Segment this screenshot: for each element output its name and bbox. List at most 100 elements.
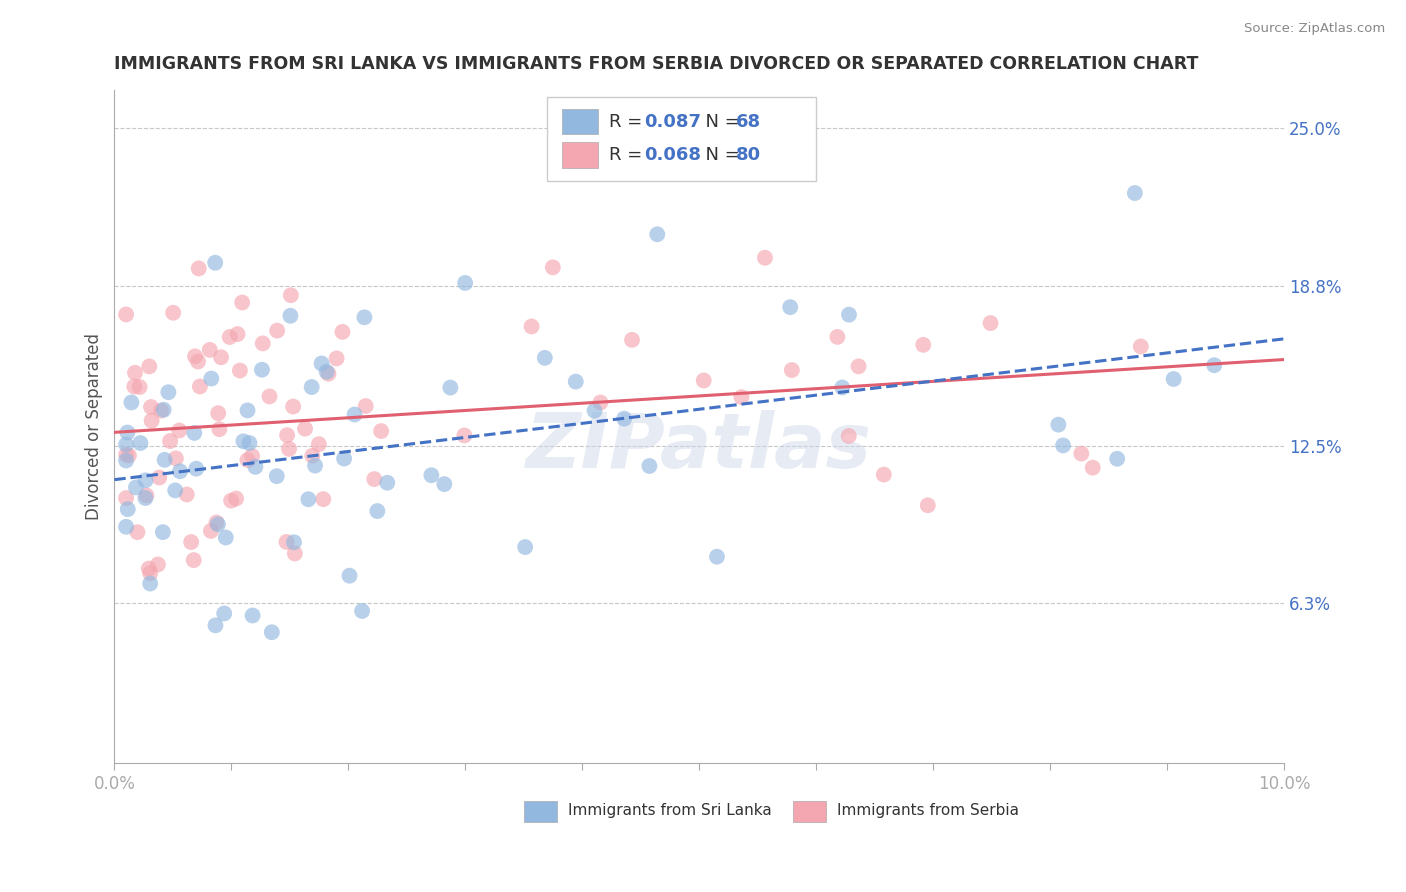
Point [229,363,252,377]
Point [250,362,273,376]
Point [613,411,636,425]
Point [125,480,148,494]
Point [278,442,301,456]
Point [153,453,176,467]
Point [138,561,160,575]
Point [301,380,323,394]
Point [225,491,247,506]
Point [1070,447,1092,461]
Point [159,434,181,448]
Point [127,525,149,540]
Point [912,338,935,352]
Point [645,227,668,242]
Point [231,295,253,310]
Point [693,374,716,388]
Point [141,414,163,428]
Point [565,375,588,389]
Point [188,379,211,393]
Point [219,493,242,508]
Point [779,300,801,314]
Point [157,385,180,400]
Point [184,350,207,364]
Point [208,422,231,436]
Point [454,276,477,290]
Point [165,483,187,498]
Point [297,492,319,507]
Point [339,568,361,582]
Point [370,424,392,438]
Point [283,400,305,414]
Point [534,351,557,365]
Point [838,308,860,322]
Point [315,365,337,379]
Point [139,576,162,591]
Point [187,261,209,276]
Point [236,403,259,417]
Point [169,424,191,438]
Point [169,464,191,478]
Point [252,336,274,351]
Point [980,316,1002,330]
Point [831,380,853,394]
Point [706,549,728,564]
Point [115,448,138,462]
Point [827,330,849,344]
Point [187,354,209,368]
Point [280,288,302,302]
Point [148,470,170,484]
Point [135,488,157,502]
Point [183,553,205,567]
Point [541,260,564,275]
Point [183,425,205,440]
Text: Immigrants from Serbia: Immigrants from Serbia [838,803,1019,818]
Point [115,308,138,322]
Point [226,327,249,342]
Point [1129,339,1152,353]
Point [128,380,150,394]
Point [180,535,202,549]
Point [135,473,157,487]
Point [1123,186,1146,200]
Point [260,625,283,640]
Point [311,356,333,370]
Text: ZIPatlas: ZIPatlas [526,409,872,483]
Point [152,525,174,540]
Point [120,395,142,409]
Point [124,379,146,393]
Point [242,608,264,623]
Point [118,449,141,463]
Point [200,524,222,538]
Point [343,408,366,422]
Point [162,306,184,320]
FancyBboxPatch shape [562,109,598,135]
Point [332,325,354,339]
Text: N =: N = [693,146,745,164]
Point [1081,460,1104,475]
Point [186,461,208,475]
Point [209,351,232,365]
Point [139,400,162,414]
Point [439,380,461,394]
Point [129,436,152,450]
Point [1052,438,1074,452]
Point [583,403,606,417]
FancyBboxPatch shape [547,96,817,181]
Point [215,531,238,545]
Point [238,436,260,450]
Point [848,359,870,374]
Point [266,324,288,338]
Point [266,469,288,483]
Point [204,618,226,632]
Point [152,402,174,417]
Point [124,366,146,380]
Point [283,535,305,549]
Point [333,451,356,466]
Point [312,492,335,507]
Point [638,458,661,473]
Point [366,504,388,518]
Point [115,491,138,505]
Point [520,319,543,334]
Point [134,491,156,505]
Text: N =: N = [693,112,745,130]
Point [515,540,537,554]
